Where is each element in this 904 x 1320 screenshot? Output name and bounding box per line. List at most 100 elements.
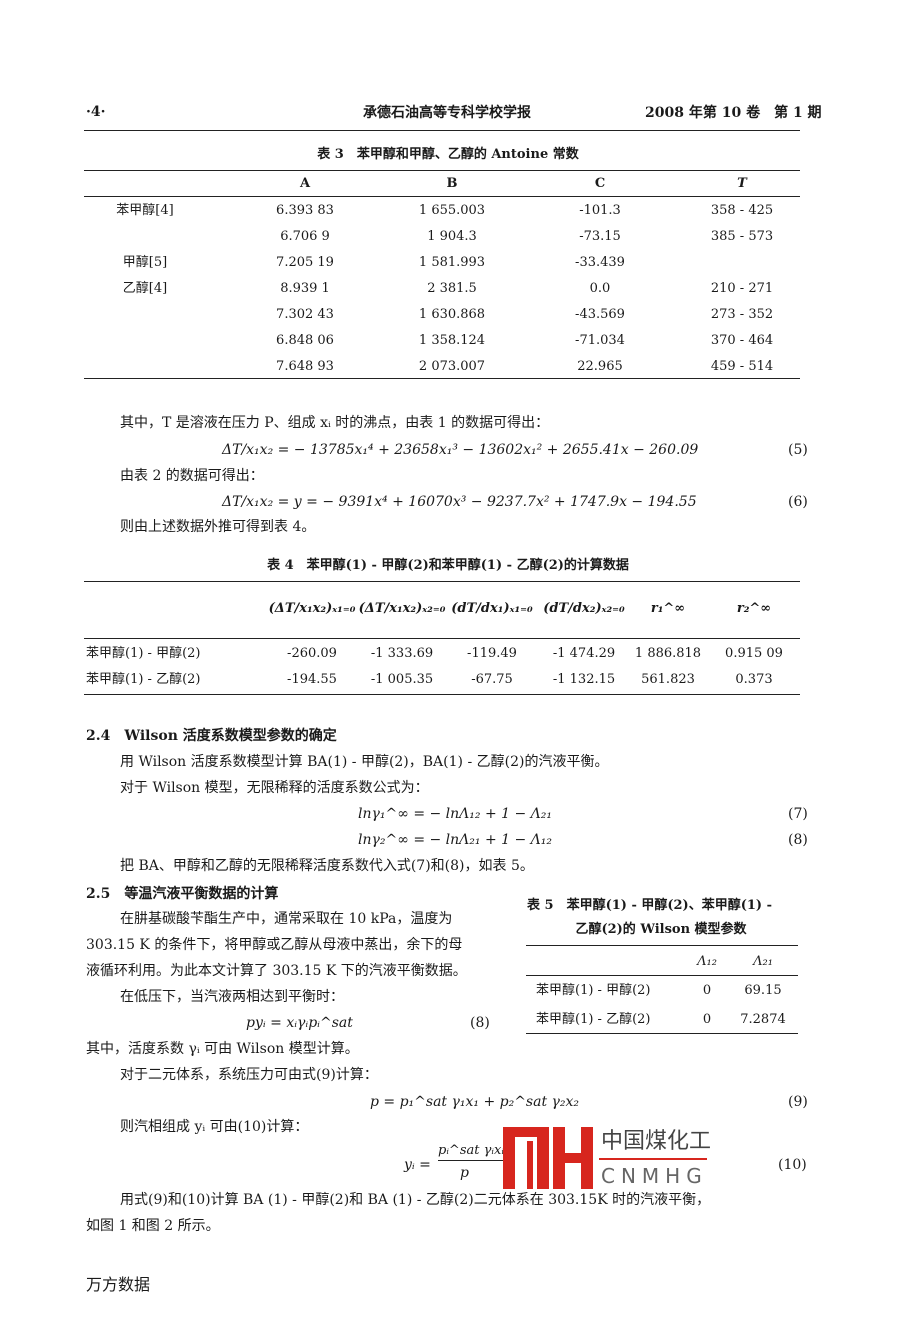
table4-header-rule xyxy=(84,638,800,639)
paragraph: 如图 1 和图 2 所示。 xyxy=(86,1218,220,1234)
table4-cell: -67.75 xyxy=(471,672,513,687)
equation-5: ΔT/x₁x₂ = − 13785x₁⁴ + 23658x₁³ − 13602x… xyxy=(222,442,699,458)
table3-column-header: C xyxy=(594,176,606,191)
paragraph-line: 液循环利用。为此本文计算了 303.15 K 下的汽液平衡数据。 xyxy=(86,963,467,979)
section-heading: 2.5 等温汽液平衡数据的计算 xyxy=(86,886,279,902)
table4-column-header: (dT/dx₁)ₓ₁₌₀ xyxy=(451,601,533,616)
table3-cell: 6.706 9 xyxy=(280,229,330,244)
table4-cell: -260.09 xyxy=(287,646,337,661)
table4-cell: 0.373 xyxy=(735,672,773,687)
table4-cell: 苯甲醇(1) - 乙醇(2) xyxy=(86,672,201,687)
table5-caption-line2: 乙醇(2)的 Wilson 模型参数 xyxy=(575,922,747,937)
table4-cell: -1 132.15 xyxy=(552,672,616,687)
table3-cell: 7.302 43 xyxy=(276,307,334,322)
paragraph-line: 在低压下，当汽液两相达到平衡时： xyxy=(120,989,344,1005)
paragraph: 其中，T 是溶液在压力 P、组成 xᵢ 时的沸点，由表 1 的数据可得出： xyxy=(120,415,550,431)
paragraph: 其中，活度系数 γᵢ 可由 Wilson 模型计算。 xyxy=(86,1041,359,1057)
table3-cell: 甲醇[5] xyxy=(122,255,168,270)
source-footer: 万方数据 xyxy=(86,1275,151,1294)
section-heading: 2.4 Wilson 活度系数模型参数的确定 xyxy=(86,728,337,744)
equation-10-lhs: yᵢ = xyxy=(404,1157,431,1173)
table4-column-header: r₁^∞ xyxy=(650,601,686,616)
table3-cell: 6.393 83 xyxy=(276,203,334,218)
table3-cell: -101.3 xyxy=(579,203,621,218)
table3-cell: 385 - 573 xyxy=(710,229,774,244)
paragraph: 则汽相组成 yᵢ 可由(10)计算： xyxy=(120,1119,309,1135)
paragraph: 把 BA、甲醇和乙醇的无限稀释活度系数代入式(7)和(8)，如表 5。 xyxy=(120,858,534,874)
table3-top-rule xyxy=(84,170,800,171)
table3-cell: 358 - 425 xyxy=(710,203,774,218)
equation-10-denominator: p xyxy=(460,1165,469,1181)
table3-cell: 1 358.124 xyxy=(418,333,486,348)
paragraph-line: 303.15 K 的条件下，将甲醇或乙醇从母液中蒸出，余下的母 xyxy=(86,937,463,953)
table3-cell: 370 - 464 xyxy=(710,333,774,348)
table4-column-header: (dT/dx₂)ₓ₂₌₀ xyxy=(543,601,625,616)
table3-cell: 2 381.5 xyxy=(427,281,477,296)
paragraph: 对于二元体系，系统压力可由式(9)计算： xyxy=(120,1067,378,1083)
equation-7: lnγ₁^∞ = − lnΛ₁₂ + 1 − Λ₂₁ xyxy=(358,806,553,822)
table3-column-header: A xyxy=(299,176,311,191)
table3-header-rule xyxy=(84,196,800,197)
table3-cell: 8.939 1 xyxy=(280,281,330,296)
table5-cell: 0 xyxy=(702,983,712,998)
page-number: ·4· xyxy=(86,104,106,120)
table5-cell: 苯甲醇(1) - 甲醇(2) xyxy=(536,983,651,998)
table4-cell: 1 886.818 xyxy=(634,646,702,661)
table3-cell: 6.848 06 xyxy=(276,333,334,348)
table3-cell: 273 - 352 xyxy=(710,307,774,322)
table3-cell: -33.439 xyxy=(575,255,625,270)
table3-cell: 459 - 514 xyxy=(710,359,774,374)
equation-8b: pyᵢ = xᵢγᵢpᵢ^sat xyxy=(246,1015,353,1031)
table4-cell: -1 474.29 xyxy=(552,646,616,661)
table3-cell: -43.569 xyxy=(575,307,625,322)
table3-cell: 1 630.868 xyxy=(418,307,486,322)
paragraph-line: 在肼基碳酸苄酯生产中，通常采取在 10 kPa，温度为 xyxy=(120,911,453,927)
table5-cell: 7.2874 xyxy=(740,1012,786,1027)
table4-cell: -1 333.69 xyxy=(370,646,434,661)
table3-cell: 苯甲醇[4] xyxy=(116,203,174,218)
table3-cell: 7.648 93 xyxy=(276,359,334,374)
table3-cell: 1 904.3 xyxy=(427,229,477,244)
table3-cell: -73.15 xyxy=(579,229,621,244)
table4-cell: -194.55 xyxy=(287,672,337,687)
table3-cell: 0.0 xyxy=(589,281,611,296)
equation-9-number: (9) xyxy=(788,1094,808,1110)
paragraph: 用式(9)和(10)计算 BA (1) - 甲醇(2)和 BA (1) - 乙醇… xyxy=(120,1192,711,1208)
table5-col: Λ₂₁ xyxy=(753,954,773,969)
table3-cell: 1 581.993 xyxy=(418,255,486,270)
watermark-cn: 中国煤化工 xyxy=(601,1129,712,1154)
table4-top-rule xyxy=(84,581,800,582)
paragraph: 由表 2 的数据可得出： xyxy=(120,468,264,484)
equation-6: ΔT/x₁x₂ = y = − 9391x⁴ + 16070x³ − 9237.… xyxy=(222,494,697,510)
equation-5-number: (5) xyxy=(788,442,808,458)
table5-caption: 表 5 苯甲醇(1) - 甲醇(2)、苯甲醇(1) - xyxy=(527,898,772,913)
equation-9: p = p₁^sat γ₁x₁ + p₂^sat γ₂x₂ xyxy=(370,1094,580,1110)
table5-bottom-rule xyxy=(526,1033,798,1034)
table4-caption: 表 4 苯甲醇(1) - 甲醇(2)和苯甲醇(1) - 乙醇(2)的计算数据 xyxy=(267,558,629,573)
table5-cell: 0 xyxy=(702,1012,712,1027)
table4-column-header: (ΔT/x₁x₂)ₓ₁₌₀ xyxy=(268,601,356,616)
table3-cell: 22.965 xyxy=(577,359,623,374)
table3-cell: 乙醇[4] xyxy=(122,281,168,296)
table3-cell: 7.205 19 xyxy=(276,255,334,270)
equation-10-number: (10) xyxy=(778,1157,807,1173)
watermark-en: CNMHG xyxy=(601,1164,708,1188)
table4-cell: 苯甲醇(1) - 甲醇(2) xyxy=(86,646,201,661)
header-rule xyxy=(84,130,800,131)
table5-header-rule xyxy=(526,975,798,976)
table4-cell: -1 005.35 xyxy=(370,672,434,687)
table4-bottom-rule xyxy=(84,694,800,695)
table5-cell: 苯甲醇(1) - 乙醇(2) xyxy=(536,1012,651,1027)
mh-logo-icon xyxy=(503,1127,707,1189)
paragraph: 则由上述数据外推可得到表 4。 xyxy=(120,519,316,535)
paragraph: 用 Wilson 活度系数模型计算 BA(1) - 甲醇(2)，BA(1) - … xyxy=(120,754,609,770)
table5-top-rule xyxy=(526,945,798,946)
journal-issue: 2008 年第 10 卷 第 1 期 xyxy=(645,105,822,121)
table3-cell: 210 - 271 xyxy=(710,281,774,296)
table3-column-header: T xyxy=(737,176,747,191)
paragraph: 对于 Wilson 模型，无限稀释的活度系数公式为： xyxy=(120,780,429,796)
equation-10-numerator: pᵢ^sat γᵢxᵢ xyxy=(438,1142,504,1161)
table4-cell: 0.915 09 xyxy=(725,646,783,661)
table4-column-header: (ΔT/x₁x₂)ₓ₂₌₀ xyxy=(358,601,446,616)
table4-cell: -119.49 xyxy=(467,646,517,661)
